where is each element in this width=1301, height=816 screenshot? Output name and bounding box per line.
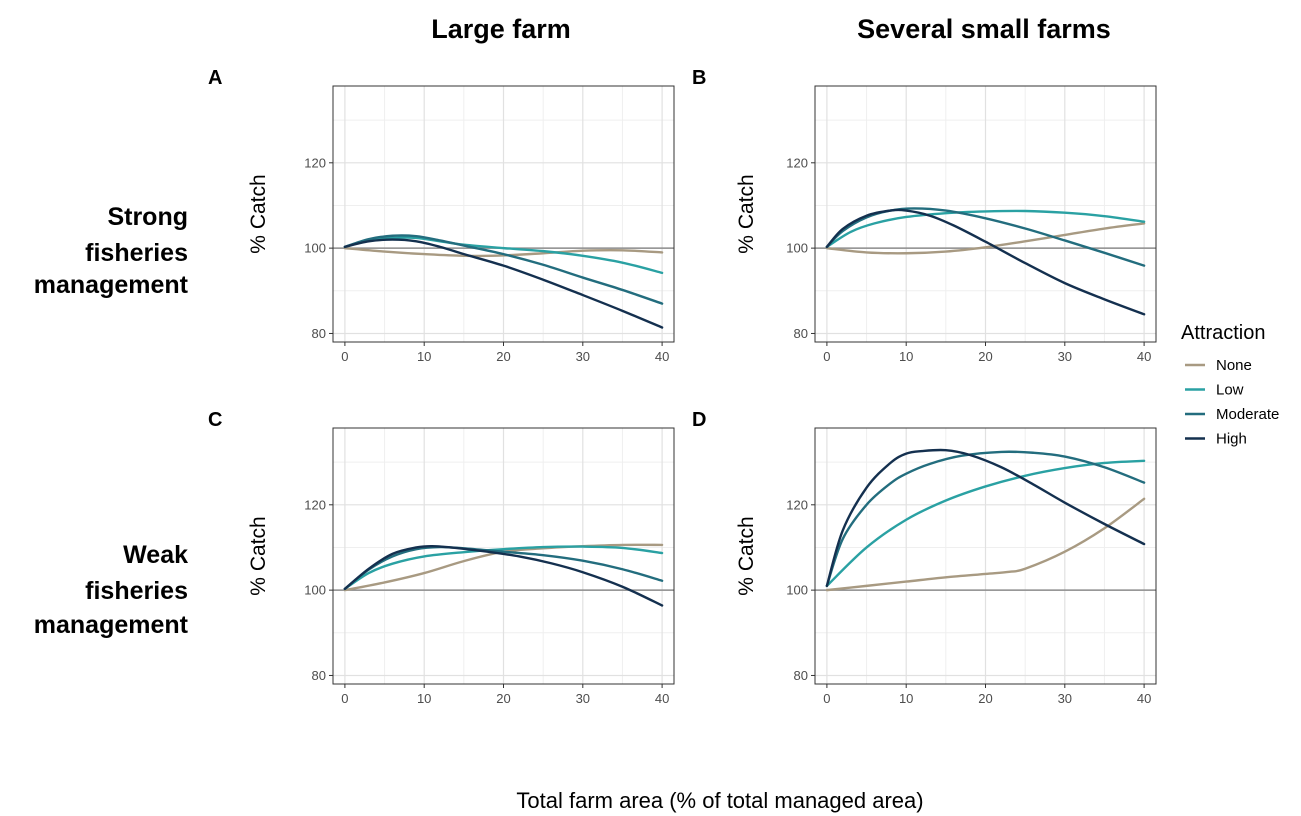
y-tick-label: 120 bbox=[304, 497, 326, 512]
panel-c: 0 10 20 30 40 80 100 120 C % Catch bbox=[208, 409, 675, 706]
panel-d: 0 10 20 30 40 80 100 120 D % Catch bbox=[692, 409, 1157, 706]
series-line-moderate bbox=[825, 450, 1146, 588]
y-tick-label: 100 bbox=[304, 241, 326, 256]
x-tick-label: 10 bbox=[899, 691, 913, 706]
x-tick-label: 20 bbox=[496, 691, 510, 706]
legend-item-none: None bbox=[1185, 357, 1252, 374]
row-title-strong: Strong fisheries management bbox=[34, 203, 189, 299]
series-line-moderate bbox=[343, 234, 664, 305]
series-line-none bbox=[343, 246, 664, 258]
series-line-low bbox=[825, 209, 1146, 249]
column-title-small-farms: Several small farms bbox=[857, 14, 1111, 44]
panel-label: A bbox=[208, 67, 222, 89]
x-tick-label: 10 bbox=[899, 349, 913, 364]
x-tick-label: 10 bbox=[417, 349, 431, 364]
legend-label: High bbox=[1216, 431, 1247, 448]
y-axis-label: % Catch bbox=[247, 516, 270, 595]
row-title-strong-line-2: fisheries bbox=[85, 239, 188, 267]
series-line-high bbox=[825, 448, 1146, 588]
x-tick-label: 20 bbox=[978, 349, 992, 364]
x-tick-label: 0 bbox=[341, 691, 348, 706]
x-tick-label: 0 bbox=[823, 349, 830, 364]
row-title-weak-line-3: management bbox=[34, 611, 189, 639]
x-tick-label: 30 bbox=[576, 349, 590, 364]
x-tick-label: 40 bbox=[655, 349, 669, 364]
panel-a: 0 10 20 30 40 80 100 120 A % Catch bbox=[208, 67, 675, 364]
row-title-strong-line-3: management bbox=[34, 271, 189, 299]
y-tick-label: 100 bbox=[304, 583, 326, 598]
panel-b: 0 10 20 30 40 80 100 120 B % Catch bbox=[692, 67, 1157, 364]
legend-item-moderate: Moderate bbox=[1185, 406, 1279, 423]
series-line-none bbox=[825, 222, 1146, 255]
series-line-moderate bbox=[825, 207, 1146, 267]
panel-label: B bbox=[692, 67, 706, 89]
panel-label: D bbox=[692, 409, 706, 431]
y-tick-label: 80 bbox=[312, 326, 326, 341]
x-tick-label: 40 bbox=[1137, 691, 1151, 706]
x-tick-label: 30 bbox=[1058, 349, 1072, 364]
y-tick-label: 80 bbox=[794, 668, 808, 683]
legend-label: Moderate bbox=[1216, 406, 1279, 423]
y-tick-label: 100 bbox=[786, 583, 808, 598]
x-tick-label: 0 bbox=[823, 691, 830, 706]
y-tick-label: 120 bbox=[786, 497, 808, 512]
series-line-high bbox=[343, 544, 664, 607]
y-tick-label: 120 bbox=[304, 155, 326, 170]
legend-item-high: High bbox=[1185, 431, 1247, 448]
panel-label: C bbox=[208, 409, 222, 431]
y-axis-label: % Catch bbox=[735, 174, 758, 253]
y-tick-label: 80 bbox=[312, 668, 326, 683]
x-tick-label: 0 bbox=[341, 349, 348, 364]
legend-item-low: Low bbox=[1185, 382, 1244, 399]
legend-items: None Low Moderate High bbox=[1185, 357, 1279, 448]
legend-title: Attraction bbox=[1181, 322, 1265, 344]
x-tick-label: 30 bbox=[576, 691, 590, 706]
y-tick-label: 80 bbox=[794, 326, 808, 341]
y-tick-label: 100 bbox=[786, 241, 808, 256]
column-title-large-farm: Large farm bbox=[431, 14, 571, 44]
series-line-high bbox=[825, 208, 1146, 316]
row-title-weak-line-2: fisheries bbox=[85, 577, 188, 605]
legend-label: Low bbox=[1216, 382, 1244, 399]
x-tick-label: 40 bbox=[655, 691, 669, 706]
row-title-strong-line-1: Strong bbox=[107, 203, 188, 231]
x-tick-label: 10 bbox=[417, 691, 431, 706]
row-title-weak: Weak fisheries management bbox=[34, 541, 189, 639]
x-axis-caption: Total farm area (% of total managed area… bbox=[516, 788, 923, 813]
row-title-weak-line-1: Weak bbox=[123, 541, 188, 569]
y-axis-label: % Catch bbox=[735, 516, 758, 595]
x-tick-label: 20 bbox=[496, 349, 510, 364]
y-axis-label: % Catch bbox=[247, 174, 270, 253]
legend: Attraction None Low Moderate High bbox=[1181, 322, 1279, 448]
series-line-none bbox=[825, 497, 1146, 592]
x-tick-label: 40 bbox=[1137, 349, 1151, 364]
x-tick-label: 30 bbox=[1058, 691, 1072, 706]
legend-label: None bbox=[1216, 357, 1252, 374]
series-line-high bbox=[343, 238, 664, 329]
x-tick-label: 20 bbox=[978, 691, 992, 706]
y-tick-label: 120 bbox=[786, 155, 808, 170]
